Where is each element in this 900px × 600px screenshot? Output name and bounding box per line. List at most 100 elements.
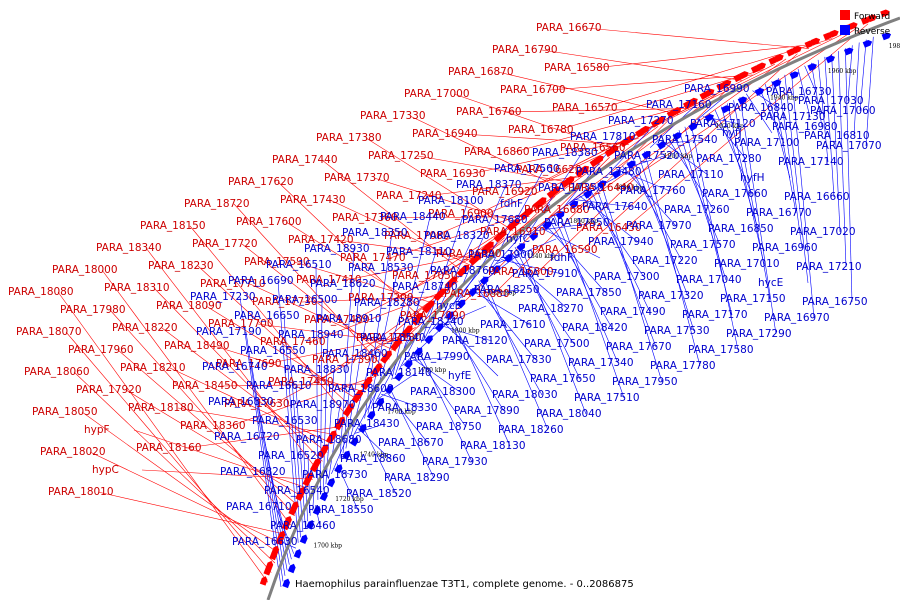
reverse-leader-line — [778, 77, 803, 249]
reverse-gene-label: PARA_18910 — [316, 313, 382, 325]
forward-gene-label: PARA_18090 — [156, 300, 222, 312]
reverse-gene-label: PARA_18740 — [392, 281, 458, 293]
forward-leader-line — [505, 108, 689, 113]
forward-gene-label: PARA_17360 — [332, 212, 398, 224]
reverse-leader-line — [519, 242, 587, 415]
forward-leader-line — [233, 203, 384, 368]
tick-label: 1740 kbp — [360, 452, 389, 459]
forward-leader-line — [593, 43, 821, 69]
forward-leader-line — [169, 367, 333, 444]
reverse-gene-label: PARA_18930 — [304, 243, 370, 255]
reverse-gene-label: PARA_17140 — [778, 156, 844, 168]
reverse-gene-label: PARA_16550 — [240, 345, 306, 357]
reverse-feature-arrow — [641, 150, 651, 160]
forward-leader-line — [65, 331, 272, 573]
forward-feature-arrow — [537, 197, 547, 206]
reverse-gene-label: PARA_17120 — [690, 118, 756, 130]
forward-gene-label: PARA_17390 — [312, 354, 378, 366]
reverse-leader-line — [355, 423, 385, 434]
forward-feature-arrow — [297, 486, 306, 497]
forward-leader-line — [409, 115, 565, 190]
forward-leader-line — [141, 469, 313, 480]
reverse-gene-label: PARA_17290 — [726, 328, 792, 340]
reverse-leader-line — [320, 299, 323, 495]
reverse-leader-line — [357, 428, 391, 460]
reverse-leader-line — [811, 62, 823, 128]
tick-label: 1720 kbp — [335, 496, 364, 503]
reverse-gene-label: PARA_17280 — [696, 153, 762, 165]
forward-feature-arrow — [867, 14, 877, 23]
reverse-leader-line — [277, 280, 299, 543]
forward-leader-line — [117, 349, 300, 507]
tick-label: 1760 kbp — [387, 409, 416, 416]
reverse-gene-label: PARA_17830 — [486, 354, 552, 366]
forward-leader-line — [97, 491, 287, 535]
reverse-gene-label: hyfH — [740, 172, 764, 184]
tick-label: 1940 kbp — [770, 95, 799, 102]
forward-gene-label: PARA_16440 — [568, 182, 634, 194]
genome-backbone — [266, 16, 900, 600]
reverse-leader-line — [791, 71, 815, 319]
forward-gene-label: PARA_16580 — [544, 62, 610, 74]
forward-feature-arrow — [829, 29, 839, 38]
reverse-gene-label: PARA_17990 — [404, 351, 470, 363]
reverse-gene-label: PARA_18540 — [360, 332, 426, 344]
tick-label: 1780 kbp — [418, 367, 447, 374]
forward-gene-label: PARA_16860 — [464, 146, 530, 158]
reverse-leader-line — [638, 154, 695, 332]
reverse-gene-label: PARA_16630 — [232, 536, 298, 548]
forward-feature-arrow — [880, 9, 890, 18]
reverse-feature-arrow — [807, 63, 817, 72]
reverse-feature-arrow — [720, 105, 731, 114]
forward-feature-arrow — [448, 276, 458, 286]
forward-gene-label: PARA_18230 — [148, 260, 214, 272]
reverse-leader-line — [361, 423, 397, 495]
reverse-gene-label: PARA_17020 — [790, 226, 856, 238]
forward-leader-line — [89, 451, 283, 545]
reverse-gene-label: PARA_18600 — [328, 383, 394, 395]
forward-gene-label: PARA_17460 — [260, 336, 326, 348]
reverse-feature-arrow — [366, 410, 376, 420]
reverse-feature-arrow — [385, 385, 394, 395]
reverse-gene-label: PARA_16610 — [246, 380, 312, 392]
reverse-leader-line — [444, 315, 505, 412]
reverse-gene-label: PARA_18830 — [284, 364, 350, 376]
forward-leader-line — [513, 102, 700, 153]
reverse-gene-label: PARA_18440 — [380, 211, 446, 223]
reverse-feature-arrow — [862, 39, 873, 48]
reverse-gene-label: PARA_17940 — [588, 236, 654, 248]
forward-feature-arrow — [472, 253, 482, 262]
map-caption: Haemophilus parainfluenzae T3T1, complet… — [295, 579, 634, 590]
reverse-leader-line — [579, 195, 639, 243]
forward-gene-label: PARA_16910 — [480, 226, 546, 238]
forward-leader-line — [537, 85, 732, 273]
forward-feature-arrow — [373, 363, 383, 373]
forward-leader-line — [337, 239, 481, 260]
tick-label: 1980 kbp — [889, 43, 900, 50]
forward-feature-arrow — [705, 88, 715, 97]
forward-feature-arrow — [425, 300, 435, 310]
reverse-leader-line — [804, 65, 817, 93]
reverse-feature-arrow — [404, 359, 413, 369]
reverse-leader-line — [708, 113, 747, 160]
forward-gene-label: PARA_18180 — [128, 402, 194, 414]
reverse-gene-label: hycB — [436, 300, 462, 312]
reverse-gene-label: PARA_17670 — [606, 341, 672, 353]
forward-gene-label: PARA_17200 — [348, 292, 414, 304]
forward-gene-label: PARA_17250 — [368, 150, 434, 162]
reverse-feature-arrow — [688, 123, 698, 132]
reverse-leader-line — [478, 280, 543, 396]
reverse-gene-label: PARA_18460 — [322, 348, 388, 360]
reverse-feature-arrow — [299, 534, 308, 544]
reverse-leader-line — [632, 158, 689, 297]
reverse-gene-label: PARA_17300 — [594, 271, 660, 283]
reverse-leader-line — [295, 385, 306, 527]
reverse-leader-line — [616, 169, 671, 192]
reverse-feature-arrow — [626, 160, 636, 169]
reverse-gene-label: PARA_16720 — [214, 431, 280, 443]
reverse-leader-line — [558, 210, 625, 399]
forward-gene-label: PARA_16880 — [444, 288, 510, 300]
reverse-gene-label: PARA_17170 — [682, 309, 748, 321]
forward-gene-label: PARA_16920 — [472, 186, 538, 198]
